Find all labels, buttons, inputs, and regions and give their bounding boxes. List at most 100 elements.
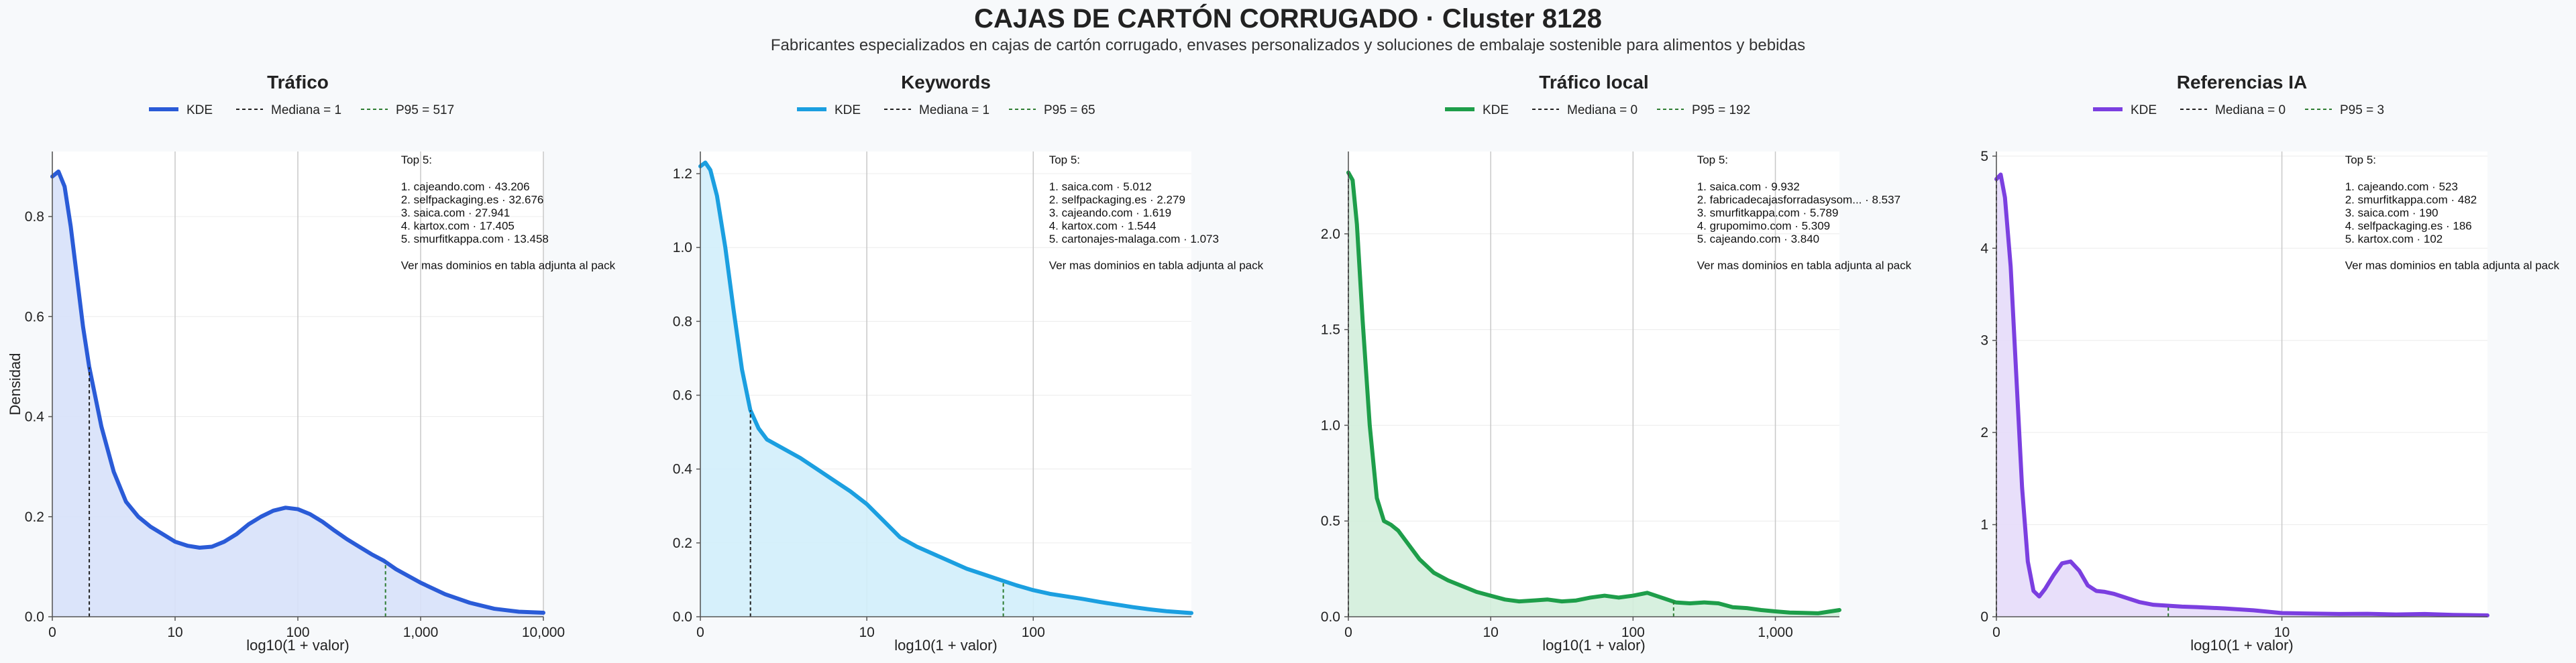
top5-item: 2. fabricadecajasforradasysom... · 8.537 (1697, 194, 1900, 206)
y-tick-label: 0.8 (673, 314, 692, 329)
top5-item: 1. saica.com · 9.932 (1697, 180, 1800, 193)
plot-area (1348, 152, 1839, 617)
y-tick-label: 5 (1980, 149, 1988, 164)
top5-header: Top 5: (2345, 154, 2376, 166)
panel-title: Tráfico (267, 72, 329, 93)
top5-item: 3. cajeando.com · 1.619 (1049, 206, 1171, 219)
y-tick-label: 1.2 (673, 166, 692, 182)
y-tick-label: 3 (1980, 333, 1988, 349)
y-tick-label: 0.6 (673, 388, 692, 404)
top5-footer: Ver mas dominios en tabla adjunta al pac… (401, 259, 616, 272)
x-tick-label: 1,000 (403, 625, 439, 640)
chart-subtitle: Fabricantes especializados en cajas de c… (770, 36, 1806, 54)
y-tick-label: 1 (1980, 518, 1988, 533)
kde-line (1994, 172, 2489, 617)
x-tick-label: 10 (2274, 625, 2290, 640)
y-tick-label: 0.0 (25, 609, 44, 625)
x-tick-label: 0 (48, 625, 56, 640)
y-tick-label: 0.2 (25, 509, 44, 525)
chart-panel-3: Tráfico local KDE Mediana = 0 P95 = 192 0.0 0… (1321, 72, 1912, 654)
top5-item: 5. cajeando.com · 3.840 (1697, 233, 1819, 245)
legend-kde-label: KDE (1483, 103, 1509, 117)
x-tick-label: 100 (286, 625, 309, 640)
top5-item: 4. kartox.com · 1.544 (1049, 220, 1157, 233)
top5-item: 1. cajeando.com · 43.206 (401, 180, 530, 193)
y-tick-label: 2 (1980, 425, 1988, 440)
kde-line (50, 169, 545, 615)
panel-title: Keywords (901, 72, 991, 93)
x-tick-label: 0 (1992, 625, 2000, 640)
x-tick-label: 10,000 (522, 625, 565, 640)
kde-line (698, 160, 1193, 615)
top5-item: 2. smurfitkappa.com · 482 (2345, 194, 2477, 206)
top5-item: 5. kartox.com · 102 (2345, 233, 2443, 245)
y-tick-label: 0.8 (25, 209, 44, 225)
top5-item: 5. smurfitkappa.com · 13.458 (401, 233, 549, 245)
top5-item: 4. selfpackaging.es · 186 (2345, 220, 2472, 233)
top5-footer: Ver mas dominios en tabla adjunta al pac… (1697, 259, 1912, 272)
legend-kde-label: KDE (2131, 103, 2157, 117)
x-tick-label: 10 (859, 625, 874, 640)
y-tick-label: 0.4 (25, 410, 45, 425)
top5-item: 2. selfpackaging.es · 2.279 (1049, 194, 1185, 206)
y-tick-label: 0.0 (673, 609, 692, 625)
top5-header: Top 5: (401, 154, 432, 166)
legend-p95-label: P95 = 65 (1044, 103, 1095, 117)
y-tick-label: 0.5 (1321, 514, 1340, 529)
x-tick-label: 10 (1483, 625, 1498, 640)
legend-kde-label: KDE (835, 103, 861, 117)
legend-median-label: Mediana = 1 (919, 103, 989, 117)
top5-item: 5. cartonajes-malaga.com · 1.073 (1049, 233, 1219, 245)
top5-item: 3. saica.com · 190 (2345, 206, 2438, 219)
y-tick-label: 0.0 (1321, 609, 1340, 625)
chart-panel-2: Keywords KDE Mediana = 1 P95 = 65 0.0 0.2 0.4 0… (673, 72, 1264, 654)
top5-item: 2. selfpackaging.es · 32.676 (401, 194, 544, 206)
top5-header: Top 5: (1697, 154, 1728, 166)
chart-title: CAJAS DE CARTÓN CORRUGADO · Cluster 8128 (974, 4, 1602, 34)
x-tick-label: 100 (1022, 625, 1045, 640)
top5-item: 4. grupomimo.com · 5.309 (1697, 220, 1830, 233)
x-tick-label: 0 (696, 625, 704, 640)
top5-item: 1. saica.com · 5.012 (1049, 180, 1152, 193)
x-axis-label: log10(1 + valor) (894, 637, 997, 654)
panel-title: Tráfico local (1539, 72, 1648, 93)
y-tick-label: 2.0 (1321, 227, 1340, 242)
top5-item: 1. cajeando.com · 523 (2345, 180, 2458, 193)
y-tick-label: 1.0 (1321, 418, 1340, 433)
x-tick-label: 10 (167, 625, 182, 640)
legend-p95-label: P95 = 517 (396, 103, 454, 117)
y-tick-label: 1.0 (673, 240, 692, 255)
chart-panel-1: Tráfico KDE Mediana = 1 P95 = 517 0.0 0.2 0.4 0… (7, 72, 616, 654)
top5-footer: Ver mas dominios en tabla adjunta al pac… (1049, 259, 1264, 272)
kde-area (700, 162, 1191, 617)
legend-median-label: Mediana = 0 (1567, 103, 1638, 117)
legend-median-label: Mediana = 0 (2215, 103, 2286, 117)
kde-area (52, 171, 543, 617)
y-tick-label: 0.2 (673, 536, 692, 551)
y-tick-label: 1.5 (1321, 322, 1340, 338)
y-tick-label: 0.4 (673, 462, 693, 477)
chart-panel-4: Referencias IA KDE Mediana = 0 P95 = 3 0 1 2 3 4… (1980, 72, 2559, 654)
legend-p95-label: P95 = 192 (1692, 103, 1750, 117)
kde-line (1346, 170, 1841, 615)
top5-item: 3. smurfitkappa.com · 5.789 (1697, 206, 1839, 219)
top5-header: Top 5: (1049, 154, 1080, 166)
top5-item: 4. kartox.com · 17.405 (401, 220, 515, 233)
top5-item: 3. saica.com · 27.941 (401, 206, 511, 219)
x-axis-label: log10(1 + valor) (2190, 637, 2293, 654)
plot-area (1996, 152, 2487, 617)
y-tick-label: 4 (1980, 241, 1988, 256)
x-tick-label: 100 (1621, 625, 1645, 640)
x-axis-label: log10(1 + valor) (246, 637, 349, 654)
panel-title: Referencias IA (2177, 72, 2308, 93)
legend-kde-label: KDE (186, 103, 213, 117)
y-axis-label: Densidad (7, 353, 23, 416)
x-tick-label: 0 (1344, 625, 1352, 640)
top5-footer: Ver mas dominios en tabla adjunta al pac… (2345, 259, 2560, 272)
legend-median-label: Mediana = 1 (271, 103, 341, 117)
x-tick-label: 1,000 (1758, 625, 1793, 640)
legend-p95-label: P95 = 3 (2340, 103, 2384, 117)
y-tick-label: 0 (1980, 609, 1988, 625)
y-tick-label: 0.6 (25, 309, 44, 324)
